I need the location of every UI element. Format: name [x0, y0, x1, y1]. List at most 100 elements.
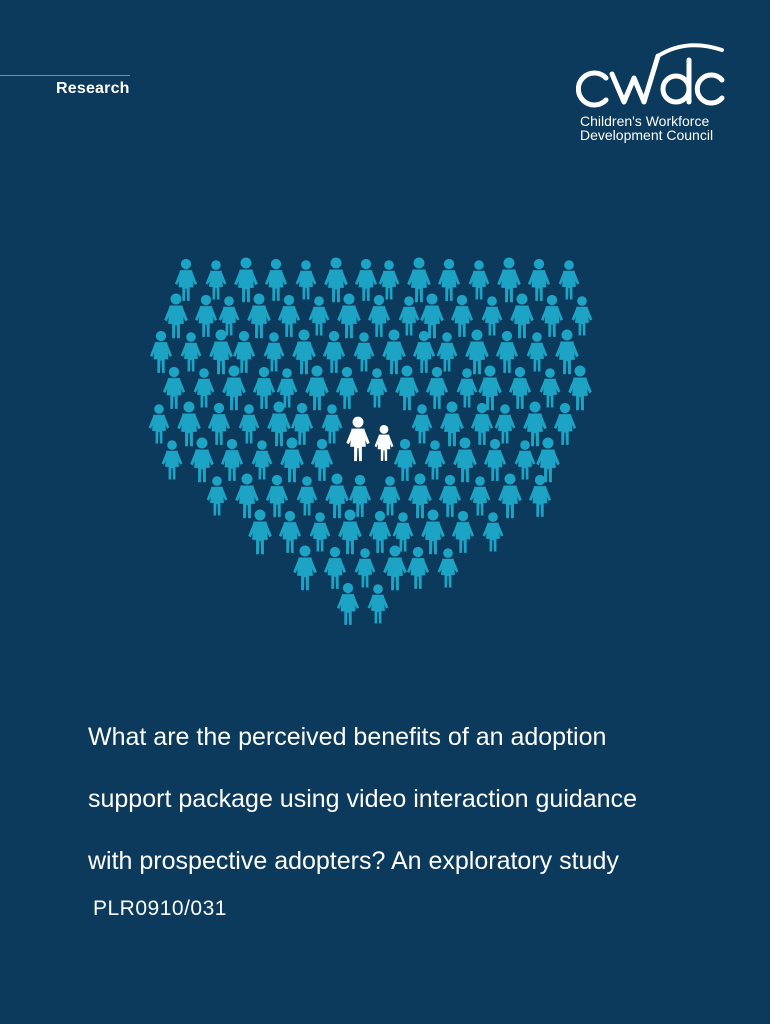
heart-figure [453, 437, 477, 483]
heart-figure [338, 509, 362, 555]
heart-figure [383, 545, 407, 591]
heart-figure [335, 366, 359, 409]
heart-figure [510, 293, 534, 339]
heart-figure [421, 509, 445, 555]
heart-figure [293, 545, 317, 591]
logo-caption-line2: Development Council [580, 127, 714, 143]
heart-figure [337, 293, 361, 339]
heart-figure [263, 332, 285, 372]
heart-figure [393, 438, 417, 481]
heart-figure [555, 329, 579, 375]
category-label: Research [56, 80, 130, 97]
heart-figure [437, 548, 459, 588]
heart-figure [483, 438, 507, 481]
heart-figure [238, 404, 260, 444]
heart-figure [539, 368, 561, 408]
heart-figure [450, 294, 474, 337]
heart-figure [379, 476, 401, 516]
heart-figure [247, 293, 271, 339]
heart-figure [353, 332, 375, 372]
heart-figure [209, 329, 233, 375]
cwdc-logo-icon [576, 43, 725, 108]
heart-figure [438, 474, 462, 517]
heart-figure [425, 366, 449, 409]
heart-figure [440, 401, 464, 447]
heart-figure [498, 473, 522, 519]
heart-figure [234, 257, 258, 303]
heart-figure [309, 512, 331, 552]
heart-figure [251, 440, 273, 480]
heart-figure [568, 365, 592, 411]
heart-figure [194, 294, 218, 337]
heart-figure [222, 365, 246, 411]
heart-figure [292, 329, 316, 375]
heart-figure [148, 404, 170, 444]
heart-figure [478, 365, 502, 411]
heart-figure [366, 368, 388, 408]
logo-caption: Children's Workforce Development Council [580, 114, 713, 142]
heart-figure [305, 365, 329, 411]
heart-figure [177, 401, 201, 447]
heart-figure [470, 402, 494, 445]
heart-figure [436, 332, 458, 372]
heart-figure [174, 258, 198, 301]
heart-figure [494, 404, 516, 444]
heart-figure [408, 473, 432, 519]
heart-figure [308, 296, 330, 336]
heart-figure [290, 402, 314, 445]
heart-figure [508, 366, 532, 409]
heart-figure [407, 257, 431, 303]
heart-figure [523, 401, 547, 447]
heart-figure [368, 510, 392, 553]
heart-figure [451, 510, 475, 553]
heart-figure [325, 473, 349, 519]
heart-figure [411, 404, 433, 444]
heart-figure [336, 582, 360, 625]
heart-figure [378, 260, 400, 300]
heart-figure [481, 296, 503, 336]
heart-figure [469, 476, 491, 516]
heart-figure [278, 510, 302, 553]
heart-figure [232, 330, 256, 373]
heart-figure [367, 584, 389, 624]
heart-figure [536, 437, 560, 483]
heart-figure [528, 474, 552, 517]
heart-figure [354, 258, 378, 301]
heart-figure [420, 293, 444, 339]
heart-figure [553, 402, 577, 445]
heart-figure [267, 401, 291, 447]
heart-figure [395, 365, 419, 411]
heart-figure [348, 474, 372, 517]
heart-figure [295, 260, 317, 300]
heart-figure [252, 366, 276, 409]
heart-figure [526, 332, 548, 372]
center-child-figure [374, 424, 394, 461]
heart-figure [235, 473, 259, 519]
heart-figure [296, 476, 318, 516]
heart-figure [558, 260, 580, 300]
heart-figure [206, 476, 228, 516]
heart-figure [540, 294, 564, 337]
report-title-line1: What are the perceived benefits of an ad… [88, 723, 607, 751]
heart-figure [367, 294, 391, 337]
heart-figure [571, 296, 593, 336]
heart-figure [264, 258, 288, 301]
heart-figure [248, 509, 272, 555]
heart-figure [495, 330, 519, 373]
heart-figure [321, 404, 343, 444]
heart-figure [465, 329, 489, 375]
header-rule [0, 75, 130, 76]
heart-figure [514, 440, 536, 480]
heart-figure [280, 437, 304, 483]
heart-figure [324, 257, 348, 303]
report-title: What are the perceived benefits of an ad… [88, 706, 748, 892]
heart-of-people-icon [148, 257, 593, 625]
heart-figure [322, 330, 346, 373]
heart-figure [323, 546, 347, 589]
heart-figure [162, 366, 186, 409]
report-title-line3: with prospective adopters? An explorator… [88, 847, 619, 875]
heart-figure [277, 294, 301, 337]
heart-figure [437, 258, 461, 301]
logo-caption-line1: Children's Workforce [580, 113, 710, 129]
report-code: PLR0910/031 [93, 897, 227, 920]
